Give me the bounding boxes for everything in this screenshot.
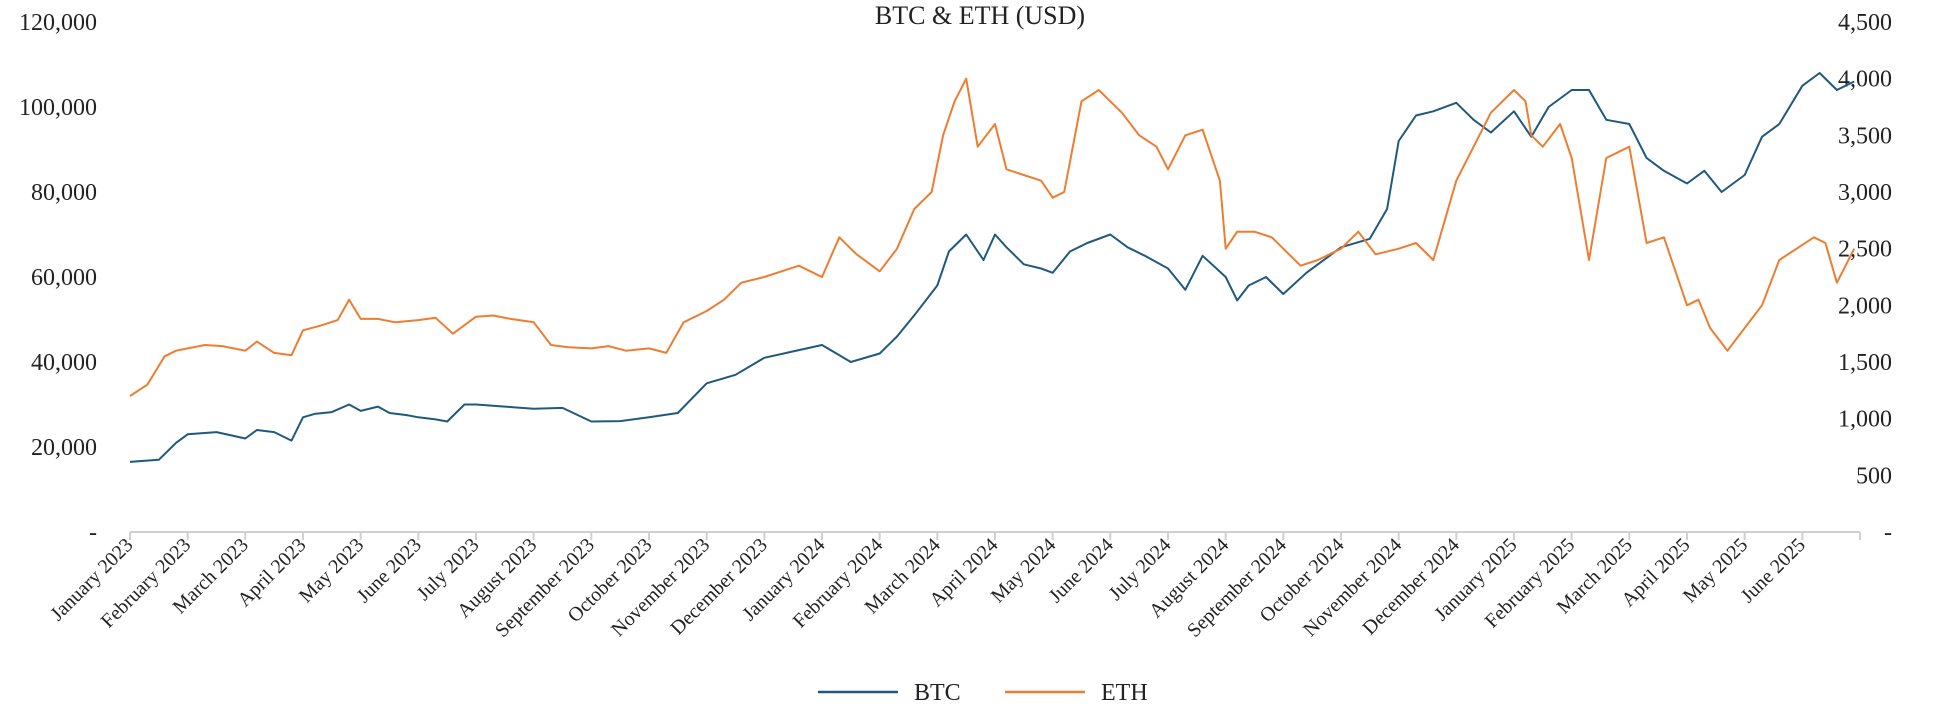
left-axis: - 20,000 40,000 60,000 80,000 100,000 120,000 <box>19 10 97 546</box>
series-line-btc <box>129 72 1855 463</box>
x-tick-label: November 2023 <box>607 534 714 641</box>
left-tick-label: 100,000 <box>19 95 97 121</box>
right-tick-label: 1,500 <box>1838 350 1892 376</box>
series-layer <box>129 72 1856 463</box>
right-tick-label: 4,000 <box>1838 67 1892 93</box>
x-tick-label: September 2024 <box>1183 534 1291 642</box>
right-tick-label: - <box>1884 520 1892 546</box>
right-tick-label: 1,000 <box>1838 407 1892 433</box>
series-line-eth <box>129 77 1856 397</box>
left-tick-label: 60,000 <box>31 265 97 291</box>
right-axis: - 500 1,000 1,500 2,000 2,500 3,000 3,500 4,000 4… <box>1838 10 1892 546</box>
chart-title: BTC & ETH (USD) <box>875 1 1085 30</box>
left-tick-label: - <box>89 520 97 546</box>
left-tick-label: 80,000 <box>31 180 97 206</box>
right-tick-label: 2,000 <box>1838 293 1892 319</box>
right-tick-label: 500 <box>1856 463 1892 489</box>
x-tick-label: November 2024 <box>1299 534 1406 641</box>
legend: BTC ETH <box>818 680 1148 706</box>
legend-label-eth: ETH <box>1101 680 1148 706</box>
x-tick-label: September 2023 <box>491 534 599 642</box>
left-tick-label: 40,000 <box>31 350 97 376</box>
right-tick-label: 3,000 <box>1838 180 1892 206</box>
right-tick-label: 2,500 <box>1838 237 1892 263</box>
right-tick-label: 4,500 <box>1838 10 1892 36</box>
right-tick-label: 3,500 <box>1838 123 1892 149</box>
left-tick-label: 120,000 <box>19 10 97 36</box>
legend-label-btc: BTC <box>914 680 961 706</box>
left-tick-label: 20,000 <box>31 435 97 461</box>
